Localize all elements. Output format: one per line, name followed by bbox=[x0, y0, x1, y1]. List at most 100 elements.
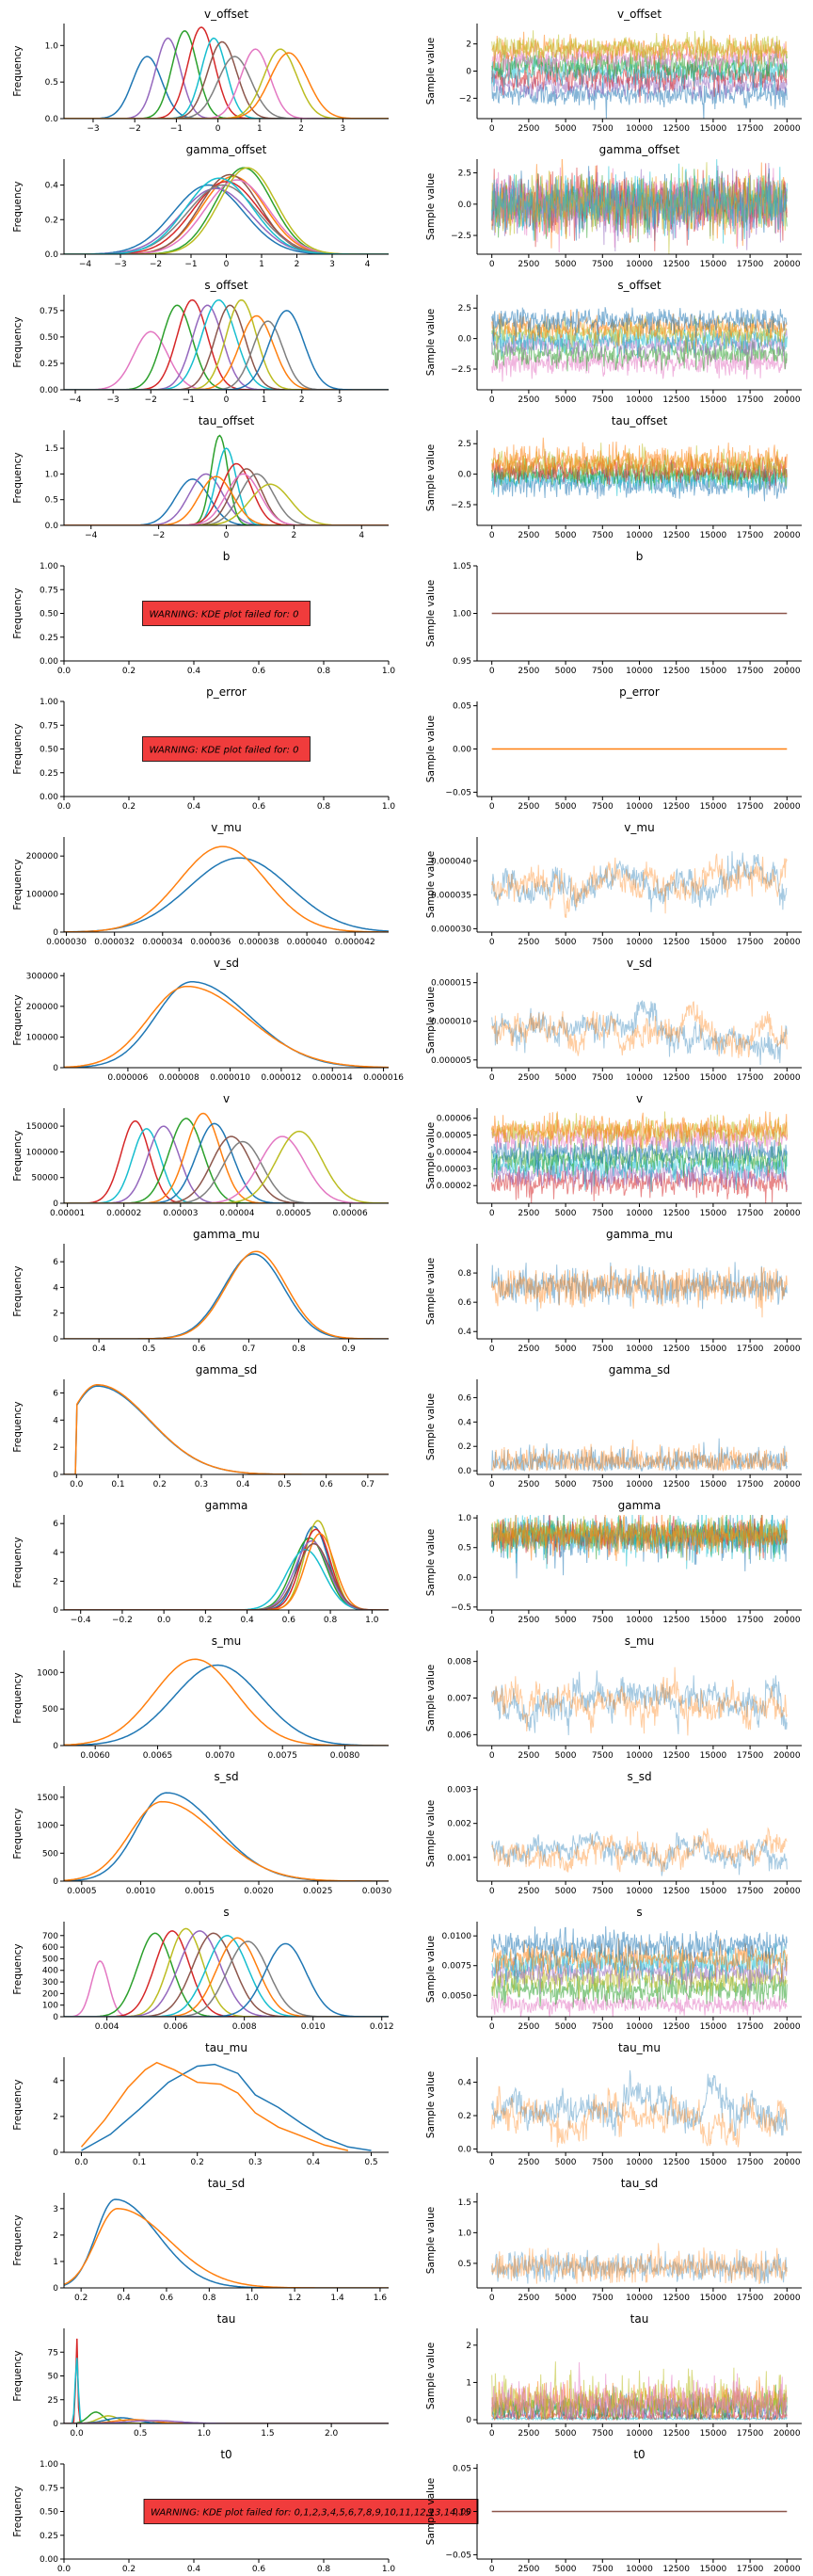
panel-s_mu-kde: s_mu Frequency 0.0060 0.0065 0.0070 0.0075 0.0… bbox=[12, 1634, 389, 1761]
x-tick-label: 2500 bbox=[518, 802, 539, 812]
x-tick-label: −2 bbox=[129, 124, 141, 134]
x-tick-label: 17500 bbox=[737, 1887, 764, 1896]
y-axis-label: Frequency bbox=[12, 1808, 24, 1859]
x-tick-label: 0.006 bbox=[164, 2022, 188, 2032]
x-tick-label: 0.0070 bbox=[205, 1751, 235, 1761]
x-tick-label: 0.000006 bbox=[107, 1073, 148, 1083]
y-tick-label: 0.2 bbox=[458, 1442, 471, 1452]
y-tick-label: 0.0 bbox=[45, 115, 59, 124]
kde-curve bbox=[64, 1792, 389, 1881]
y-axis-label: Sample value bbox=[425, 309, 437, 376]
x-tick-label: 0 bbox=[224, 260, 230, 269]
panel-title: gamma_mu bbox=[606, 1228, 673, 1241]
x-tick-label: 5000 bbox=[555, 1751, 577, 1761]
x-tick-label: 20000 bbox=[773, 2158, 801, 2167]
y-tick-label: −0.05 bbox=[445, 2551, 471, 2560]
y-tick-label: 0.00004 bbox=[437, 1148, 471, 1157]
y-tick-label: 0.25 bbox=[40, 769, 58, 779]
panel-v_sd-trace: v_sd Sample value 0 2500 5000 7500 10000 12500 1… bbox=[425, 957, 802, 1083]
y-tick-label: 2 bbox=[53, 1310, 58, 1319]
x-tick-label: 0.000012 bbox=[261, 1073, 301, 1083]
x-tick-label: 7500 bbox=[592, 531, 614, 540]
kde-curve bbox=[64, 173, 389, 254]
kde-curve bbox=[64, 1932, 389, 2017]
kde-curve bbox=[64, 1542, 389, 1610]
y-axis-label: Sample value bbox=[425, 2343, 437, 2409]
y-tick-label: −2.5 bbox=[451, 365, 471, 375]
y-tick-label: 1500 bbox=[37, 1794, 58, 1803]
y-tick-label: 0.000015 bbox=[431, 979, 471, 989]
x-tick-label: 0.4 bbox=[187, 802, 201, 812]
y-tick-label: 0.8 bbox=[458, 1269, 472, 1279]
kde-curve bbox=[64, 304, 389, 390]
x-tick-label: 5000 bbox=[555, 1209, 577, 1218]
x-tick-label: 0.4 bbox=[117, 2294, 131, 2303]
x-tick-label: 10000 bbox=[626, 395, 653, 405]
y-tick-label: 0.001 bbox=[447, 1854, 471, 1863]
x-tick-label: 0.6 bbox=[192, 1344, 206, 1354]
y-tick-label: 2 bbox=[53, 2231, 58, 2241]
x-tick-label: 0 bbox=[489, 2158, 495, 2167]
x-tick-label: 5000 bbox=[555, 1616, 577, 1625]
panel-v_offset-trace: v_offset Sample value 0 2500 5000 7500 10000 12… bbox=[425, 8, 802, 134]
x-tick-label: 7500 bbox=[592, 2294, 614, 2303]
panel-title: v_mu bbox=[624, 821, 654, 834]
x-tick-label: 7500 bbox=[592, 260, 614, 269]
y-tick-label: 1.5 bbox=[45, 444, 58, 454]
kde-curve bbox=[64, 1800, 389, 1881]
kde-curve bbox=[64, 1140, 389, 1203]
x-tick-label: 7500 bbox=[592, 2022, 614, 2032]
y-tick-label: 0.4 bbox=[458, 1418, 472, 1427]
x-tick-label: 0.2 bbox=[122, 802, 136, 812]
x-tick-label: 0.0 bbox=[70, 1480, 84, 1489]
kde-curve bbox=[64, 184, 389, 254]
x-tick-label: 4 bbox=[365, 260, 371, 269]
x-tick-label: 0.4 bbox=[187, 667, 201, 676]
x-tick-label: 7500 bbox=[592, 1344, 614, 1354]
panel-v_mu-trace: v_mu Sample value 0 2500 5000 7500 10000 12500 1… bbox=[425, 821, 802, 947]
x-tick-label: 1 bbox=[262, 395, 267, 405]
x-tick-label: 15000 bbox=[700, 2429, 727, 2439]
y-axis-label: Sample value bbox=[425, 1529, 437, 1596]
panel-title: gamma bbox=[205, 1499, 248, 1512]
y-tick-label: 1.00 bbox=[453, 610, 471, 620]
y-axis-label: Sample value bbox=[425, 987, 437, 1054]
x-tick-label: 15000 bbox=[700, 531, 727, 540]
y-tick-label: 1.5 bbox=[458, 2198, 471, 2208]
x-tick-label: 3 bbox=[337, 395, 343, 405]
kde-curve bbox=[64, 304, 389, 390]
x-tick-label: 17500 bbox=[737, 2565, 764, 2574]
trace-line bbox=[491, 1991, 788, 2017]
x-tick-label: 5000 bbox=[555, 1480, 577, 1489]
kde-curve bbox=[64, 1935, 389, 2017]
kde-curve bbox=[64, 1128, 389, 1203]
x-tick-label: 20000 bbox=[773, 395, 801, 405]
panel-s_offset-trace: s_offset Sample value 0 2500 5000 7500 10000 12… bbox=[425, 279, 802, 405]
y-tick-label: 0.05 bbox=[453, 702, 471, 712]
kde-curve bbox=[64, 2208, 389, 2288]
x-tick-label: 15000 bbox=[700, 2158, 727, 2167]
kde-curve bbox=[64, 1119, 389, 1203]
warning-message: WARNING: KDE plot failed for: 0,1,2,3,4,… bbox=[151, 2508, 470, 2519]
trace-line bbox=[491, 2249, 788, 2284]
x-tick-label: 12500 bbox=[662, 802, 690, 812]
x-tick-label: 5000 bbox=[555, 531, 577, 540]
panel-gamma_offset-trace: gamma_offset Sample value 0 2500 5000 7500 100… bbox=[425, 143, 802, 269]
y-tick-label: 600 bbox=[42, 1943, 58, 1953]
y-tick-label: 0.00006 bbox=[437, 1115, 471, 1124]
y-tick-label: −2.5 bbox=[451, 501, 471, 510]
y-tick-label: 1000 bbox=[37, 1822, 58, 1831]
x-tick-label: 20000 bbox=[773, 938, 801, 947]
y-tick-label: 4 bbox=[53, 1283, 58, 1293]
panel-gamma-trace: gamma Sample value 0 2500 5000 7500 10000 12500… bbox=[425, 1499, 802, 1625]
x-tick-label: 17500 bbox=[737, 2022, 764, 2032]
y-tick-label: 2 bbox=[53, 1577, 58, 1586]
panel-tau_mu-kde: tau_mu Frequency 0.0 0.1 0.2 0.3 0.4 0.5 0 2 4 bbox=[12, 2041, 389, 2167]
x-tick-label: 0.000008 bbox=[159, 1073, 199, 1083]
warning-message: WARNING: KDE plot failed for: 0 bbox=[150, 746, 299, 756]
panel-b-kde: b Frequency 0.0 0.2 0.4 0.6 0.8 1.0 0.00 0.25 0.50… bbox=[12, 550, 395, 676]
x-tick-label: 0.000042 bbox=[335, 938, 375, 947]
kde-curve bbox=[64, 298, 389, 390]
x-tick-label: 17500 bbox=[737, 1616, 764, 1625]
x-tick-label: 20000 bbox=[773, 802, 801, 812]
